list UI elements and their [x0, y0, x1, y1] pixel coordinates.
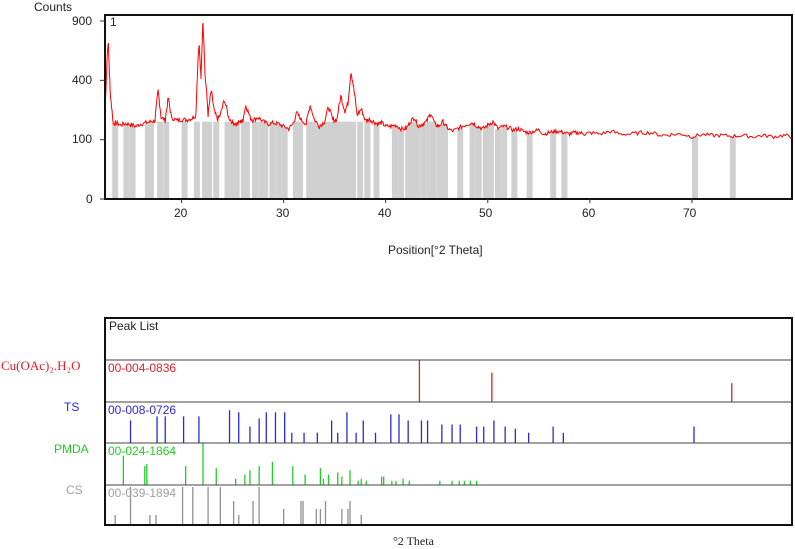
x-tick-50: 50: [479, 206, 493, 220]
reference-bar: [373, 123, 380, 199]
reference-bar: [306, 121, 313, 199]
reference-bar: [202, 121, 209, 199]
reference-bar: [181, 121, 188, 199]
reference-bar: [420, 123, 427, 199]
phase-label-cs: CS: [66, 483, 83, 497]
reference-bar: [482, 126, 489, 199]
y-tick-100: 100: [72, 132, 93, 146]
reference-bar: [511, 129, 518, 199]
phase-label-ts: TS: [64, 400, 80, 414]
reference-bar: [441, 124, 448, 199]
y-tick-0: 0: [86, 192, 93, 206]
reference-bar: [252, 121, 259, 199]
x-tick-40: 40: [378, 206, 392, 220]
reference-bar: [243, 121, 250, 199]
reference-bar: [292, 121, 299, 199]
reference-bar: [233, 123, 240, 199]
y-axis-label: Counts: [34, 0, 73, 14]
x-tick-60: 60: [582, 206, 596, 220]
x-tick-30: 30: [276, 206, 290, 220]
reference-bar: [262, 122, 269, 199]
reference-bar: [157, 121, 164, 199]
reference-bar: [258, 121, 265, 199]
reference-bar: [224, 121, 231, 199]
reference-bar: [430, 121, 437, 199]
reference-bar: [269, 123, 276, 199]
reference-bar: [414, 123, 421, 199]
peak-list-title: Peak List: [109, 319, 159, 333]
reference-bar: [163, 121, 170, 199]
reference-bar: [364, 121, 371, 199]
reference-bar: [339, 121, 346, 199]
reference-bar: [311, 121, 318, 199]
reference-bar: [475, 126, 482, 199]
reference-bar: [398, 128, 405, 199]
reference-bar: [112, 123, 119, 199]
reference-bar: [275, 123, 282, 199]
reference-bar: [729, 136, 736, 199]
reference-bar: [469, 122, 476, 199]
reference-bar: [147, 121, 154, 199]
reference-bar: [692, 136, 699, 199]
reference-bar: [206, 121, 213, 199]
ref-code-pmda: 00-024-1864: [108, 444, 177, 458]
ref-code-cu-acetate: 00-004-0836: [108, 361, 177, 375]
reference-bar: [426, 121, 433, 199]
phase-label-cu-acetate: Cu(OAc)₂.H₂O: [1, 358, 81, 373]
reference-bar: [193, 121, 200, 199]
phase-label-pmda: PMDA: [54, 442, 89, 456]
x-tick-70: 70: [683, 206, 697, 220]
ref-code-ts: 00-008-0726: [108, 403, 177, 417]
reference-bar: [329, 121, 336, 199]
reference-bar: [391, 125, 398, 199]
reference-bar: [281, 126, 288, 199]
reference-bar: [410, 121, 417, 199]
reference-bar: [213, 121, 220, 199]
reference-bar: [315, 124, 322, 199]
reference-bar: [350, 121, 357, 199]
y-tick-400: 400: [72, 73, 93, 87]
reference-bar: [334, 121, 341, 199]
reference-bar: [405, 125, 412, 199]
top-chart-frame: [104, 14, 793, 200]
reference-bar: [240, 121, 247, 199]
x-axis-label: Position[°2 Theta]: [388, 243, 483, 257]
bottom-x-axis-label: °2 Theta: [393, 534, 434, 548]
reference-bar: [324, 121, 331, 199]
y-tick-900: 900: [72, 14, 93, 28]
reference-bar: [501, 126, 508, 199]
peak-list-frame: [104, 317, 793, 526]
reference-bar: [526, 132, 533, 199]
reference-bar: [144, 122, 151, 199]
reference-bar: [319, 123, 326, 199]
reference-bar: [229, 122, 236, 199]
reference-bar: [457, 127, 464, 199]
reference-bar: [296, 121, 303, 199]
ref-code-cs: 00-039-1894: [108, 486, 177, 500]
x-tick-20: 20: [174, 206, 188, 220]
xrd-curve: [104, 22, 793, 140]
reference-bar: [436, 125, 443, 199]
reference-bar: [495, 128, 502, 199]
reference-bar: [561, 132, 568, 199]
reference-bar: [487, 123, 494, 199]
reference-bar: [357, 121, 364, 199]
reference-bar: [344, 121, 351, 199]
reference-bar: [123, 123, 130, 199]
reference-bar: [129, 125, 136, 199]
reference-bar: [550, 131, 557, 199]
panel-label: 1: [110, 15, 117, 29]
